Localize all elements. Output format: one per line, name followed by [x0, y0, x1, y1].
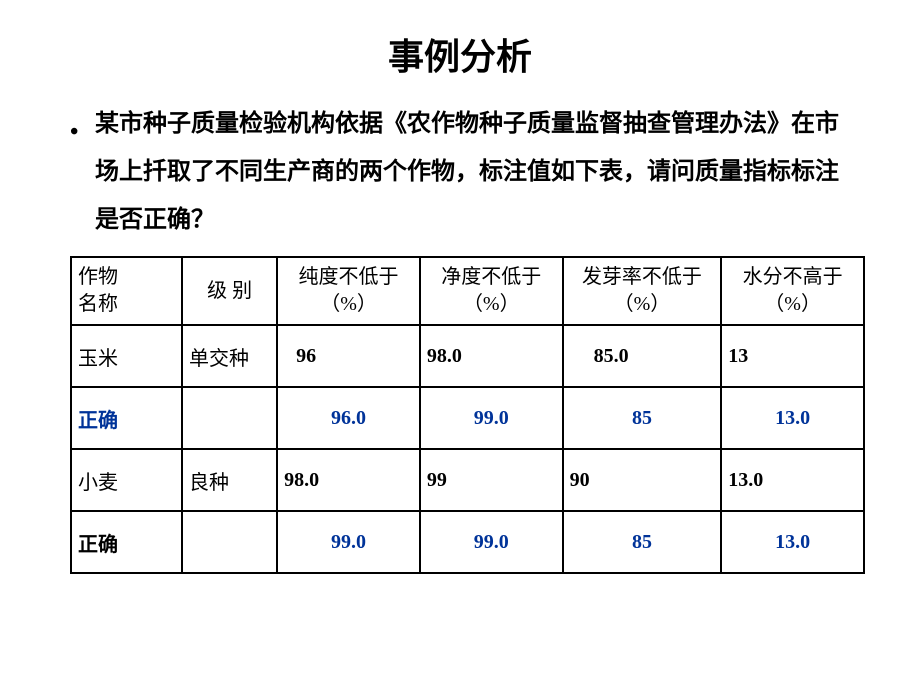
bullet-icon: • [70, 108, 78, 156]
cell-cleanliness: 98.0 [420, 325, 563, 387]
cell-correct-label: 正确 [71, 387, 182, 449]
table-header-row: 作物名称 级 别 纯度不低于（%） 净度不低于（%） 发芽率不低于（%） 水分不… [71, 257, 864, 325]
table-row: 小麦 良种 98.0 99 90 13.0 [71, 449, 864, 511]
cell-grade: 单交种 [182, 325, 277, 387]
cell-grade: 良种 [182, 449, 277, 511]
cell-cleanliness-correct: 99.0 [420, 387, 563, 449]
cell-germination: 85.0 [563, 325, 722, 387]
cell-empty [182, 387, 277, 449]
header-moisture: 水分不高于（%） [721, 257, 864, 325]
cell-crop-name: 小麦 [71, 449, 182, 511]
header-cleanliness: 净度不低于（%） [420, 257, 563, 325]
cell-purity-correct: 96.0 [277, 387, 420, 449]
intro-paragraph: • 某市种子质量检验机构依据《农作物种子质量监督抽查管理办法》在市场上扦取了不同… [0, 100, 920, 244]
table-row: 正确 99.0 99.0 85 13.0 [71, 511, 864, 573]
quality-table: 作物名称 级 别 纯度不低于（%） 净度不低于（%） 发芽率不低于（%） 水分不… [70, 256, 865, 574]
table-row: 正确 96.0 99.0 85 13.0 [71, 387, 864, 449]
header-purity: 纯度不低于（%） [277, 257, 420, 325]
cell-cleanliness: 99 [420, 449, 563, 511]
cell-purity-correct: 99.0 [277, 511, 420, 573]
cell-purity: 98.0 [277, 449, 420, 511]
cell-purity: 96 [277, 325, 420, 387]
page-title: 事例分析 [0, 0, 920, 100]
cell-moisture: 13.0 [721, 449, 864, 511]
cell-cleanliness-correct: 99.0 [420, 511, 563, 573]
cell-correct-label: 正确 [71, 511, 182, 573]
cell-moisture-correct: 13.0 [721, 511, 864, 573]
table-row: 玉米 单交种 96 98.0 85.0 13 [71, 325, 864, 387]
cell-germination-correct: 85 [563, 387, 722, 449]
header-crop-name: 作物名称 [71, 257, 182, 325]
cell-crop-name: 玉米 [71, 325, 182, 387]
intro-text: 某市种子质量检验机构依据《农作物种子质量监督抽查管理办法》在市场上扦取了不同生产… [95, 111, 839, 233]
cell-moisture-correct: 13.0 [721, 387, 864, 449]
header-grade: 级 别 [182, 257, 277, 325]
cell-germination-correct: 85 [563, 511, 722, 573]
cell-empty [182, 511, 277, 573]
header-germination: 发芽率不低于（%） [563, 257, 722, 325]
cell-germination: 90 [563, 449, 722, 511]
table-container: 作物名称 级 别 纯度不低于（%） 净度不低于（%） 发芽率不低于（%） 水分不… [0, 244, 920, 574]
cell-moisture: 13 [721, 325, 864, 387]
